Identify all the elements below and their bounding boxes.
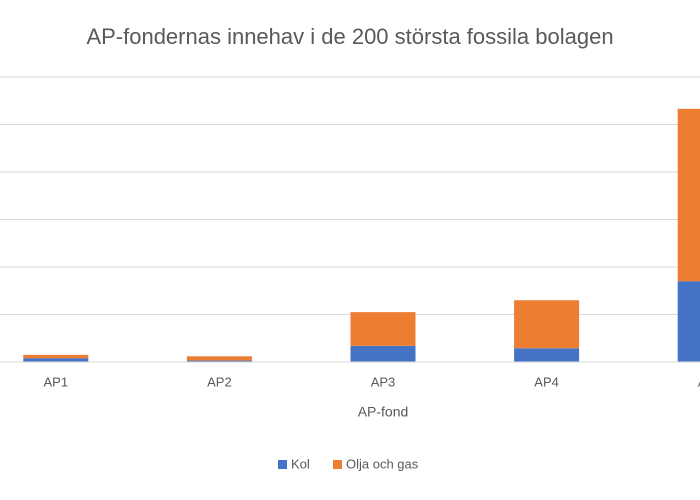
legend-label: Kol (291, 456, 310, 471)
x-tick-label: AP2 (207, 374, 232, 389)
x-tick-label: AP4 (534, 374, 559, 389)
bar-segment (186, 356, 252, 361)
x-tick-label: AP7 (698, 374, 700, 389)
x-tick-label: AP1 (44, 374, 69, 389)
x-axis-label: AP-fond (358, 404, 409, 420)
bar-segment (677, 281, 700, 362)
bar-segment (186, 360, 252, 362)
legend-swatch (333, 460, 342, 469)
bar-segment (23, 354, 89, 359)
bar-segment (23, 358, 89, 362)
bar-segment (350, 312, 416, 346)
bar-segment (677, 108, 700, 282)
bar-segment (514, 348, 580, 362)
chart-title: AP-fondernas innehav i de 200 största fo… (86, 24, 613, 49)
bar-segment (350, 345, 416, 362)
legend-label: Olja och gas (346, 456, 419, 471)
legend-swatch (278, 460, 287, 469)
bar-segment (514, 300, 580, 349)
x-tick-label: AP3 (371, 374, 396, 389)
